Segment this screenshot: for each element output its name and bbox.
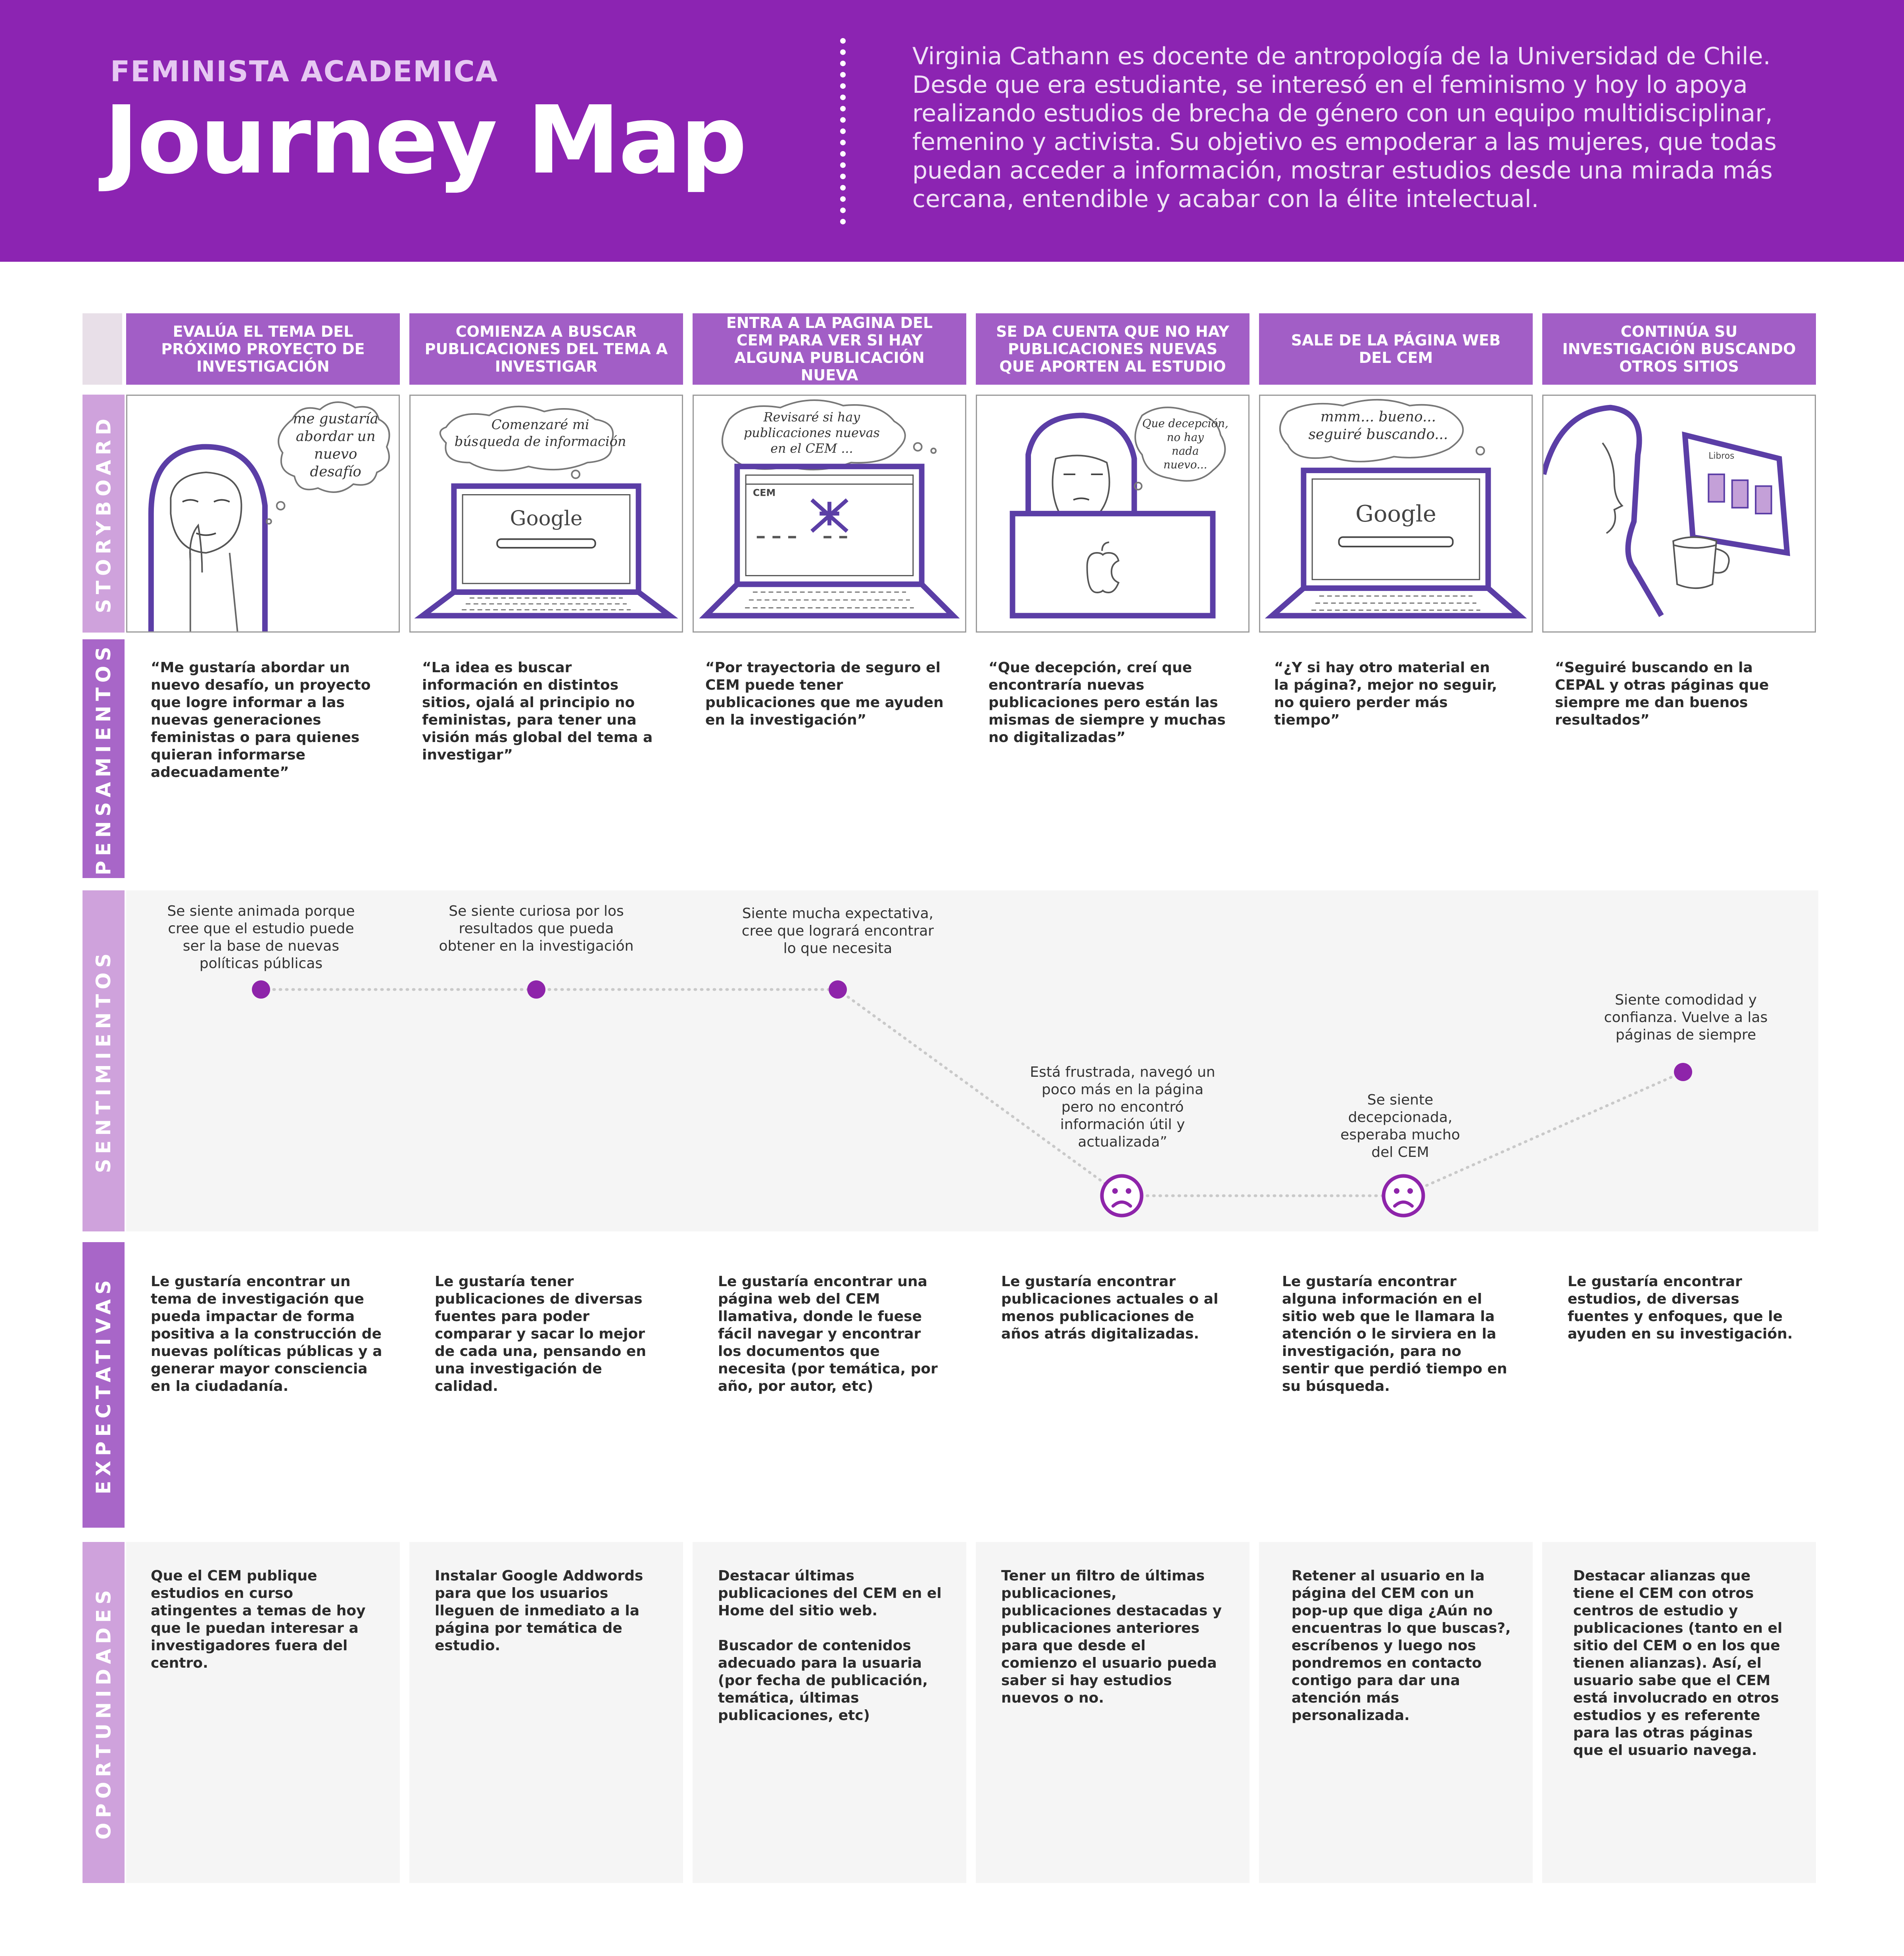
row-label-expectativas: EXPECTATIVAS — [83, 1242, 125, 1528]
coffee-mug-icon — [1672, 536, 1730, 589]
opportunity-text: Que el CEM publique estudios en curso at… — [151, 1568, 366, 1671]
header-divider — [840, 38, 846, 224]
storyboard-panel: Libros — [1542, 395, 1816, 633]
stage-header: SE DA CUENTA QUE NO HAY PUBLICACIONES NU… — [976, 313, 1250, 385]
expectation-text: Le gustaría encontrar alguna información… — [1282, 1273, 1507, 1394]
sad-face-icon — [1100, 1174, 1144, 1218]
storyboard-panel: Comenzaré mi búsqueda de información Goo… — [409, 395, 683, 633]
opportunity-text: Destacar alianzas que tiene el CEM con o… — [1573, 1568, 1783, 1758]
thought-text: “Que decepción, creí que encontraría nue… — [988, 660, 1226, 746]
bubble-text: Comenzaré mi — [491, 417, 589, 432]
opportunity-cell — [409, 1542, 683, 1883]
laptop-google-illustration: Comenzaré mi búsqueda de información Goo… — [414, 405, 678, 619]
storyboard-panel: Revisaré si hay publicaciones nuevas en … — [693, 395, 966, 633]
bubble-text: Que decepción, — [1142, 417, 1228, 430]
feeling-text: Siente mucha expectativa, cree que logra… — [741, 905, 934, 957]
bubble-text: búsqueda de información — [455, 434, 626, 449]
thought-text: “Por trayectoria de seguro el CEM puede … — [705, 660, 944, 728]
stage-header: CONTINÚA SU INVESTIGACIÓN BUSCANDO OTROS… — [1542, 313, 1816, 385]
bubble-text: abordar un — [296, 428, 376, 445]
header-banner: FEMINISTA ACADEMICA Journey Map Virginia… — [0, 0, 1904, 262]
expectation-text: Le gustaría tener publicaciones de diver… — [435, 1273, 646, 1394]
opportunity-text: Tener un filtro de últimas publicaciones… — [1001, 1568, 1222, 1706]
thought-text: “La idea es buscar información en distin… — [422, 660, 653, 763]
thought-text: “¿Y si hay otro material en la página?, … — [1274, 660, 1497, 728]
sad-face-icon — [1382, 1174, 1425, 1218]
thought-text: “Me gustaría abordar un nuevo desafío, u… — [151, 660, 371, 780]
storyboard-panel: Que decepción, no hay nada nuevo... — [976, 395, 1250, 633]
feeling-connector-line — [1402, 1070, 1685, 1197]
expectation-text: Le gustaría encontrar una página web del… — [718, 1273, 938, 1394]
bubble-text: publicaciones nuevas — [744, 426, 880, 440]
persona-description: Virginia Cathann es docente de antropolo… — [912, 42, 1777, 213]
woman-thinking-illustration: me gustaría abordar un nuevo desafío — [148, 401, 390, 631]
opportunity-cell — [693, 1542, 966, 1883]
opportunity-cell — [1542, 1542, 1816, 1883]
row-label-storyboard: STORYBOARD — [83, 395, 125, 633]
laptop-google-illustration: mmm... bueno... seguiré buscando... Goog… — [1265, 399, 1527, 619]
screen-logo: Libros — [1708, 451, 1734, 461]
laptop-cem-illustration: Revisaré si hay publicaciones nuevas en … — [699, 399, 960, 619]
feeling-point — [527, 980, 545, 999]
opportunity-text: Destacar últimas publicaciones del CEM e… — [718, 1568, 942, 1724]
expectation-text: Le gustaría encontrar publicaciones actu… — [1001, 1273, 1219, 1342]
bubble-text: en el CEM ... — [770, 442, 853, 456]
storyboard-panel: mmm... bueno... seguiré buscando... Goog… — [1259, 395, 1533, 633]
feeling-text: Está frustrada, navegó un poco más en la… — [1030, 1064, 1215, 1150]
stage-header: ENTRA A LA PAGINA DEL CEM PARA VER SI HA… — [693, 313, 966, 385]
bubble-text: seguiré buscando... — [1309, 426, 1448, 443]
feeling-point — [252, 980, 270, 999]
bubble-text: nada — [1172, 445, 1199, 458]
screen-logo: CEM — [753, 487, 775, 498]
opportunity-text: Retener al usuario en la página del CEM … — [1292, 1568, 1511, 1724]
opportunity-cell — [976, 1542, 1250, 1883]
bubble-text: me gustaría — [293, 410, 378, 427]
feeling-text: Se siente curiosa por los resultados que… — [439, 903, 634, 954]
bubble-text: nuevo... — [1163, 458, 1207, 471]
expectation-text: Le gustaría encontrar estudios, de diver… — [1568, 1273, 1793, 1342]
feeling-connector-line — [836, 988, 1123, 1197]
page-title: Journey Map — [104, 86, 747, 195]
bubble-text: no hay — [1167, 431, 1204, 444]
feeling-text: Se siente animada porque cree que el est… — [167, 903, 355, 972]
row-label-pensamientos: PENSAMIENTOS — [83, 639, 125, 878]
storyboard-panel: me gustaría abordar un nuevo desafío — [126, 395, 400, 633]
row-label-sentimientos: SENTIMIENTOS — [83, 890, 125, 1231]
woman-with-mug-illustration: Libros — [1543, 405, 1790, 617]
screen-logo: Google — [1355, 501, 1436, 527]
feeling-text: Siente comodidad y confianza. Vuelve a l… — [1604, 992, 1768, 1043]
feeling-point — [1674, 1063, 1692, 1081]
stage-header: SALE DE LA PÁGINA WEB DEL CEM — [1259, 313, 1533, 385]
feelings-line-chart — [252, 980, 1692, 1218]
bubble-text: Revisaré si hay — [763, 410, 860, 424]
apple-logo-icon — [1086, 541, 1120, 593]
screen-logo: Google — [510, 507, 583, 531]
bubble-text: nuevo — [314, 446, 357, 462]
opportunity-text: Instalar Google Addwords para que los us… — [435, 1568, 643, 1654]
bubble-text: desafío — [310, 464, 361, 480]
expectation-text: Le gustaría encontrar un tema de investi… — [151, 1273, 382, 1394]
feeling-point — [829, 980, 847, 999]
persona-kicker: FEMINISTA ACADEMICA — [110, 55, 499, 88]
stage-header: EVALÚA EL TEMA DEL PRÓXIMO PROYECTO DE I… — [126, 313, 400, 385]
opportunity-cell — [126, 1542, 400, 1883]
stage-header: COMIENZA A BUSCAR PUBLICACIONES DEL TEMA… — [409, 313, 683, 385]
opportunity-cell — [1259, 1542, 1533, 1883]
row-label-oportunidades: OPORTUNIDADES — [83, 1542, 125, 1883]
feeling-text: Se siente decepcionada, esperaba mucho d… — [1340, 1092, 1460, 1160]
thought-text: “Seguiré buscando en la CEPAL y otras pá… — [1555, 660, 1769, 728]
feelings-band — [126, 890, 1818, 1231]
bubble-text: mmm... bueno... — [1321, 408, 1436, 425]
grid-corner — [83, 313, 122, 385]
disappointed-woman-illustration: Que decepción, no hay nada nuevo... — [1010, 407, 1228, 619]
